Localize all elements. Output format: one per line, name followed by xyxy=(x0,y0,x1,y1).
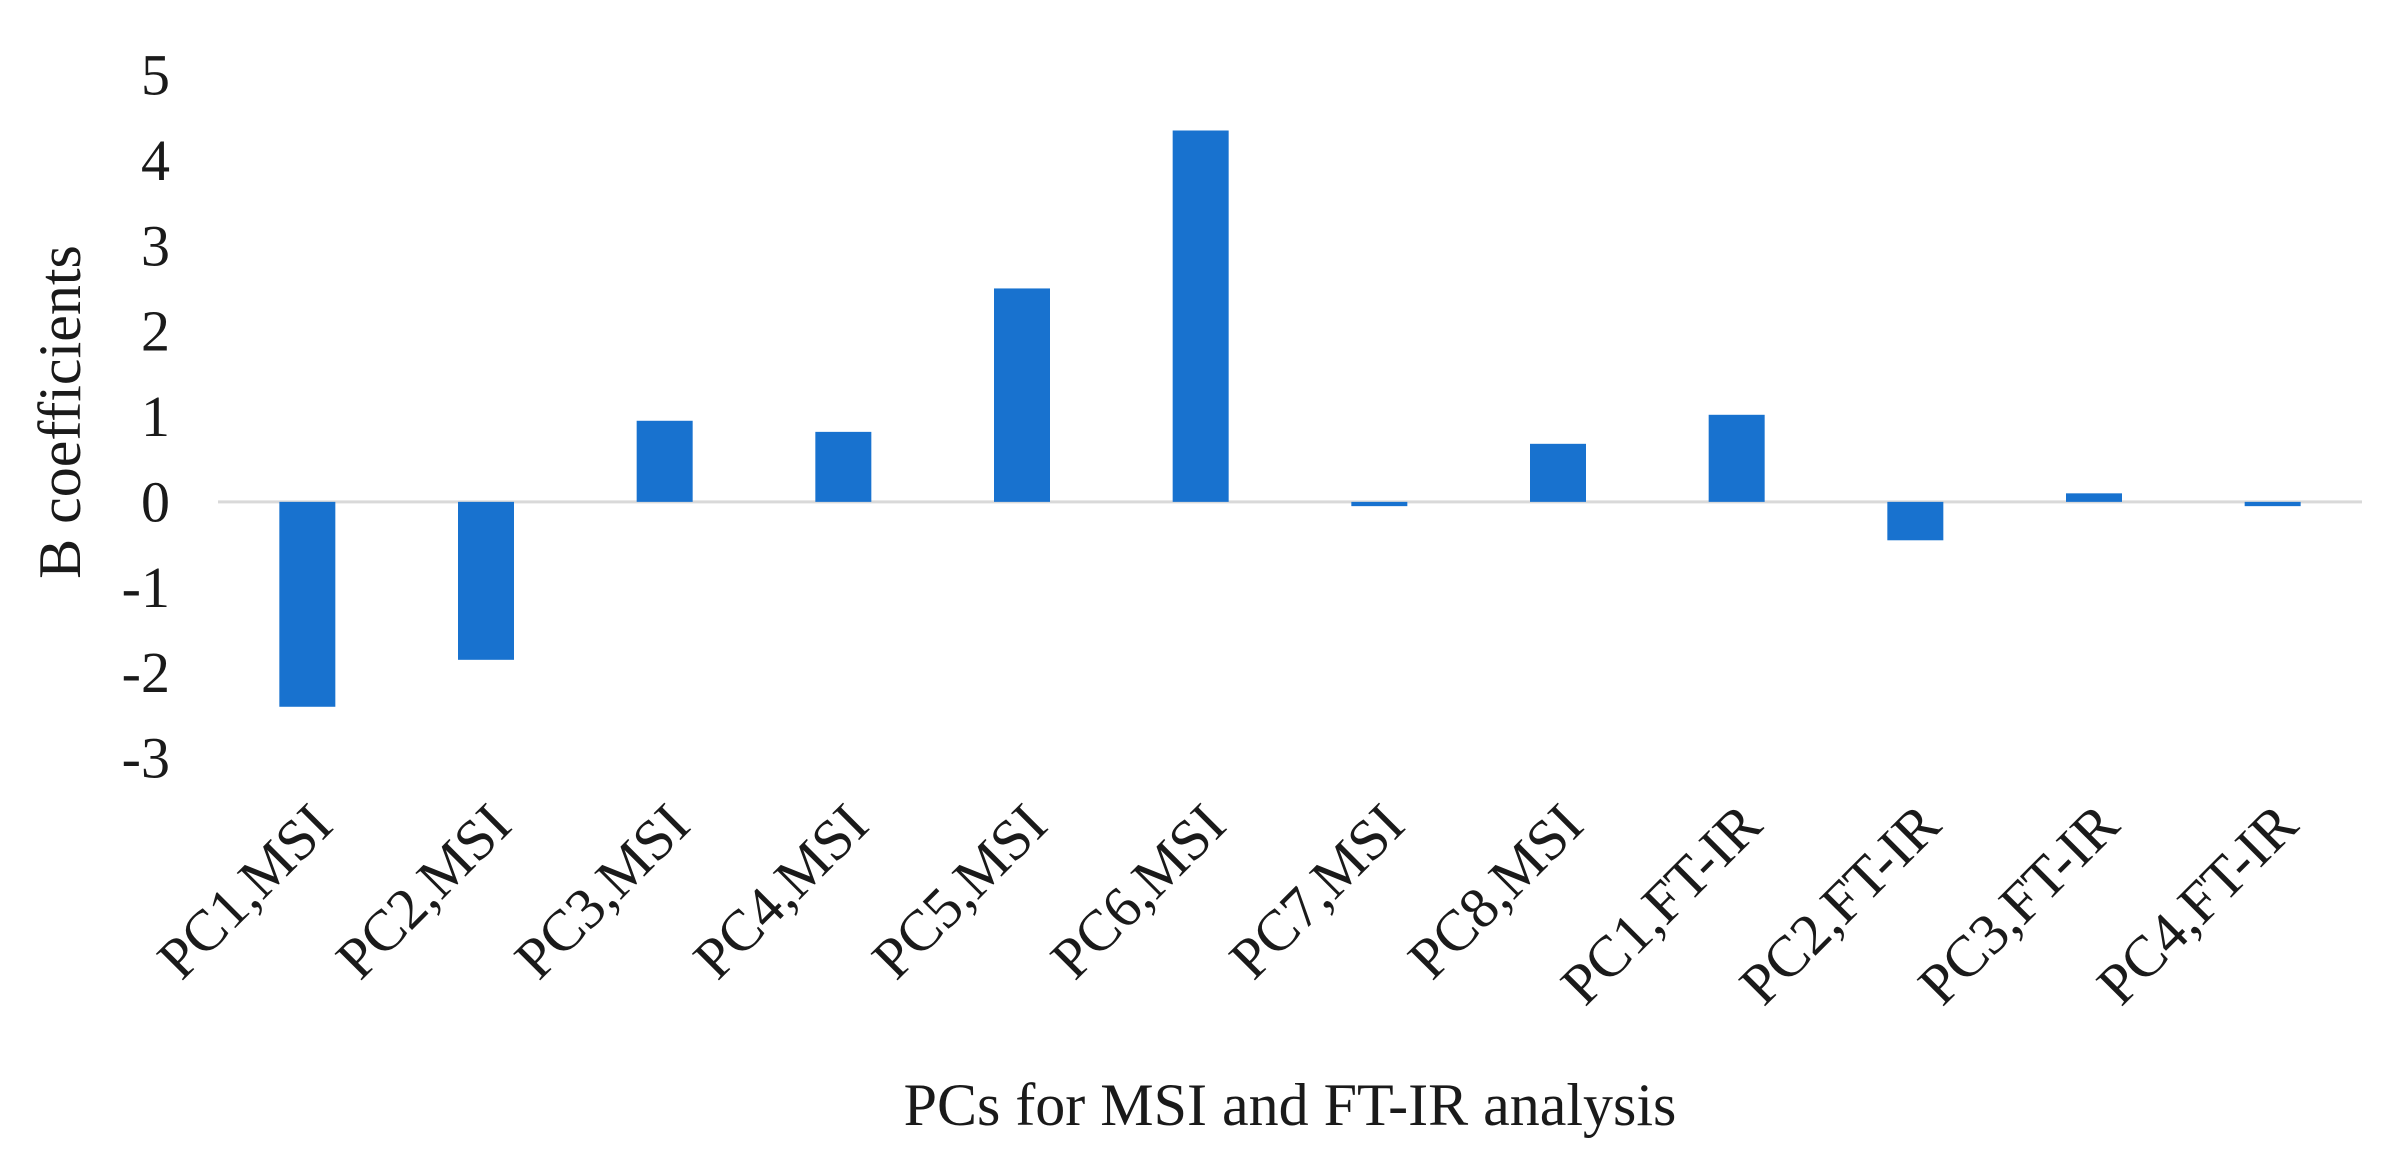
bar xyxy=(815,431,872,502)
y-tick-label: 1 xyxy=(141,384,170,449)
bar xyxy=(1708,414,1765,502)
y-tick-label: 5 xyxy=(141,43,170,108)
x-category-label: PC3,MSI xyxy=(502,791,702,991)
y-tick-label: 0 xyxy=(141,469,170,534)
bar xyxy=(2244,501,2301,507)
bar xyxy=(279,501,336,707)
bar xyxy=(1172,130,1229,502)
bar xyxy=(458,501,514,660)
y-tick-label: -3 xyxy=(122,726,170,791)
x-axis-title: PCs for MSI and FT-IR analysis xyxy=(904,1072,1677,1138)
y-tick-label: -1 xyxy=(122,555,170,620)
y-axis-title: B coefficients xyxy=(27,245,93,579)
x-category-label: PC7,MSI xyxy=(1217,791,1417,991)
y-tick-label: 4 xyxy=(141,128,170,193)
bar xyxy=(994,288,1050,502)
x-axis-category-labels: PC1,MSIPC2,MSIPC3,MSIPC4,MSIPC5,MSIPC6,M… xyxy=(145,791,2310,1017)
x-category-label: PC6,MSI xyxy=(1038,791,1238,991)
bars-group xyxy=(279,130,2301,707)
bar xyxy=(2066,493,2122,502)
bar xyxy=(1887,501,1944,541)
x-category-label: PC5,MSI xyxy=(859,791,1059,991)
y-tick-label: -2 xyxy=(122,640,170,705)
y-tick-label: 2 xyxy=(141,299,170,364)
y-axis-ticks: -3 -2 -1 0 1 2 3 4 5 xyxy=(122,43,170,791)
bar xyxy=(1530,443,1586,502)
y-tick-label: 3 xyxy=(141,213,170,278)
x-category-label: PC4,MSI xyxy=(681,791,881,991)
x-category-label: PC1,MSI xyxy=(145,791,345,991)
bar xyxy=(1351,501,1408,507)
bar xyxy=(636,420,693,502)
x-category-label: PC2,MSI xyxy=(323,791,523,991)
